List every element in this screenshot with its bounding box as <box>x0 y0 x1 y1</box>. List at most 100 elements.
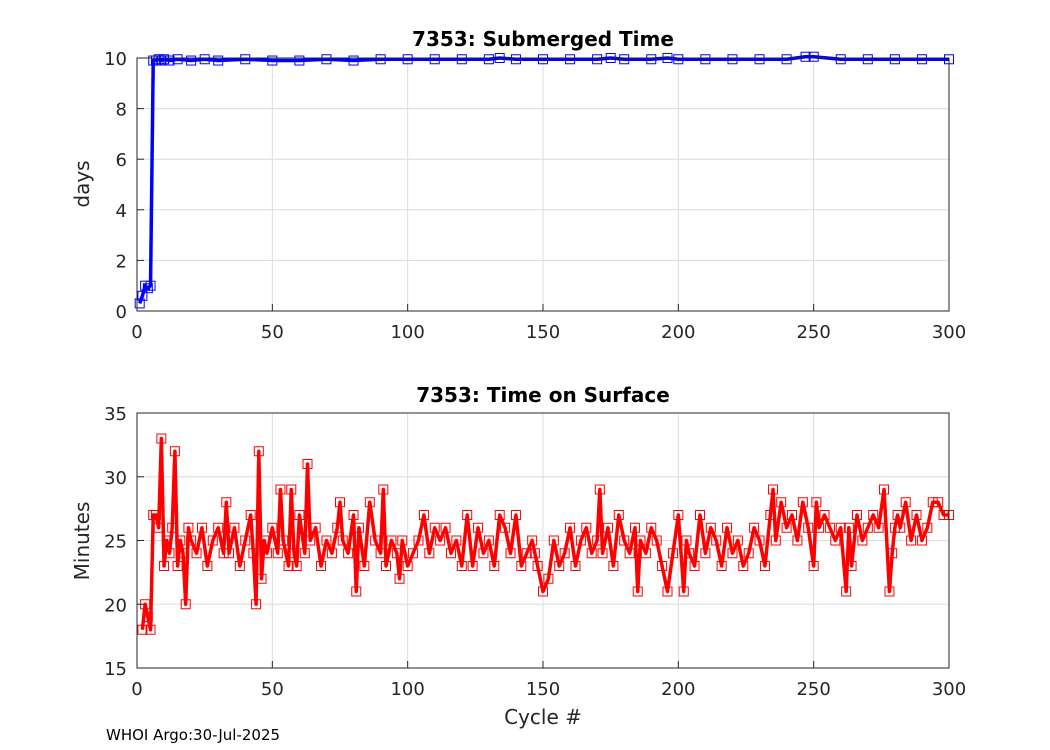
data-point-marker <box>140 280 151 291</box>
data-point-marker <box>694 510 705 520</box>
data-point-marker <box>191 548 202 559</box>
data-point-marker <box>305 535 316 546</box>
data-point-marker <box>478 548 489 559</box>
data-point-marker <box>765 510 776 520</box>
data-point-marker <box>451 535 462 546</box>
data-point-marker <box>375 548 386 559</box>
y-tick-label: 25 <box>104 532 127 553</box>
data-point-marker <box>873 522 884 533</box>
data-point-marker <box>754 535 765 546</box>
x-tick-label: 50 <box>261 679 284 700</box>
data-point-marker <box>164 55 175 66</box>
data-point-marker <box>172 54 183 65</box>
data-point-marker <box>516 561 527 571</box>
chart-title: 7353: Submerged Time <box>412 27 674 51</box>
data-point-marker <box>259 535 270 546</box>
data-point-marker <box>221 497 232 508</box>
data-point-marker <box>456 561 467 571</box>
x-tick-labels: 0 50 100 150 200 250 300 <box>131 679 966 700</box>
data-point-marker <box>722 522 733 533</box>
y-tick-label: 20 <box>104 595 127 616</box>
data-point-marker <box>521 548 532 559</box>
data-point-marker <box>332 522 343 533</box>
data-point-marker <box>370 535 381 546</box>
data-point-marker <box>291 561 302 571</box>
data-point-marker <box>294 510 305 520</box>
data-point-marker <box>153 522 164 533</box>
data-point-marker <box>700 548 711 559</box>
data-point-marker <box>445 548 456 559</box>
data-point-marker <box>624 548 635 559</box>
data-point-marker <box>348 510 359 520</box>
data-point-marker <box>278 535 289 546</box>
x-tick-label: 150 <box>526 322 560 343</box>
data-point-marker <box>261 548 272 559</box>
data-point-marker <box>548 535 559 546</box>
data-point-marker <box>500 522 511 533</box>
data-point-marker <box>335 497 345 508</box>
data-point-marker <box>916 535 927 546</box>
data-point-marker <box>619 54 630 65</box>
data-point-marker <box>207 535 218 546</box>
data-point-marker <box>889 522 900 533</box>
data-point-marker <box>213 522 224 533</box>
data-point-marker <box>164 548 175 559</box>
data-point-marker <box>781 54 792 65</box>
y-tick-label: 2 <box>116 251 127 272</box>
data-point-marker <box>337 535 348 546</box>
y-tick-label: 0 <box>116 302 127 323</box>
data-point-marker <box>256 573 267 584</box>
data-point-marker <box>302 459 313 469</box>
data-point-marker <box>716 561 727 571</box>
x-tick-label: 100 <box>390 679 424 700</box>
data-point-marker <box>630 522 641 533</box>
data-point-marker <box>811 497 822 508</box>
data-point-marker <box>586 548 597 559</box>
data-point-marker <box>619 535 630 546</box>
data-point-marker <box>916 54 927 65</box>
data-point-marker <box>594 484 605 495</box>
data-point-marker <box>180 599 191 610</box>
data-point-marker <box>483 54 494 65</box>
data-point-marker <box>727 548 738 559</box>
data-point-marker <box>299 548 310 559</box>
data-point-marker <box>862 522 873 533</box>
y-tick-label: 35 <box>104 404 127 425</box>
data-point-marker <box>386 535 397 546</box>
data-point-marker <box>175 535 186 546</box>
data-point-marker <box>310 522 321 533</box>
data-point-marker <box>851 510 862 520</box>
data-point-marker <box>137 290 148 301</box>
data-point-marker <box>900 497 911 508</box>
data-point-marker <box>678 586 689 597</box>
data-point-marker <box>667 548 678 559</box>
data-point-marker <box>673 510 684 520</box>
data-point-marker <box>316 561 327 571</box>
data-point-marker <box>440 522 451 533</box>
data-point-marker <box>156 433 167 444</box>
y-tick-labels: 0 2 4 6 8 10 <box>104 49 127 323</box>
y-tick-label: 15 <box>104 659 127 680</box>
x-tick-label: 250 <box>796 679 830 700</box>
data-point-marker <box>673 54 684 65</box>
x-tick-label: 150 <box>526 679 560 700</box>
data-point-marker <box>681 535 692 546</box>
data-point-marker <box>657 561 668 571</box>
data-point-marker <box>224 548 235 559</box>
data-point-marker <box>183 522 194 533</box>
data-point-marker <box>738 561 749 571</box>
data-point-marker <box>202 561 213 571</box>
data-point-marker <box>646 522 657 533</box>
data-point-marker <box>570 561 581 571</box>
data-point-marker <box>727 54 738 65</box>
x-tick-label: 0 <box>131 679 142 700</box>
axes-frame <box>136 57 950 312</box>
data-point-marker <box>843 522 854 533</box>
data-point-marker <box>161 535 172 546</box>
data-point-marker <box>240 535 251 546</box>
data-point-marker <box>351 586 362 597</box>
data-point-marker <box>808 51 819 62</box>
data-point-marker <box>754 54 765 65</box>
data-point-marker <box>159 54 170 65</box>
